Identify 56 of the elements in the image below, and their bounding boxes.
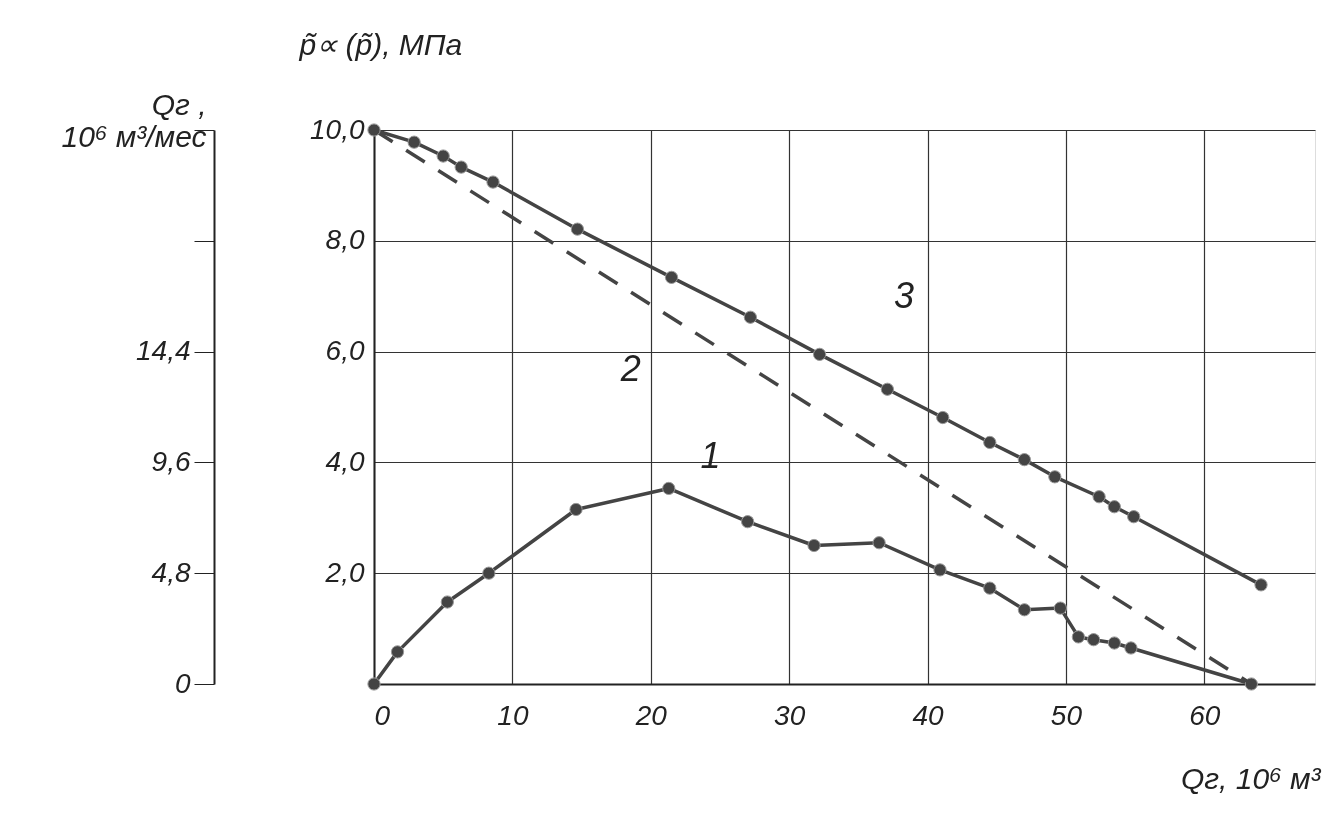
point <box>570 222 585 236</box>
point <box>872 536 886 550</box>
point <box>741 515 755 529</box>
point <box>807 538 821 553</box>
x-tick-label: 30 <box>774 699 806 731</box>
y2-tick-label: 14,4 <box>136 335 191 367</box>
point <box>662 481 676 496</box>
x-tick-label: 20 <box>634 699 668 731</box>
point <box>569 502 583 517</box>
point <box>1092 490 1106 504</box>
y-tick-label: 6,0 <box>325 335 365 367</box>
point <box>1053 601 1067 615</box>
point <box>1254 578 1268 592</box>
point <box>664 270 679 284</box>
point <box>1017 453 1032 467</box>
series-label: 2 <box>619 347 641 389</box>
point <box>880 382 895 396</box>
point <box>1048 470 1062 484</box>
x-tick-label: 0 <box>374 699 391 731</box>
point <box>407 135 421 149</box>
x-axis-title: Qг, 10⁶ м³ <box>1180 761 1322 795</box>
y-axis-title: p̃∝ (p̃), МПа <box>298 27 463 61</box>
y2-tick-label: 4,8 <box>151 556 191 588</box>
y2-tick-label: 0 <box>174 667 191 699</box>
point <box>983 435 997 450</box>
point <box>482 566 496 580</box>
point <box>440 595 454 609</box>
x-tick-label: 60 <box>1189 699 1221 731</box>
y-tick-label: 4,0 <box>325 445 365 477</box>
point <box>390 645 405 659</box>
point <box>1086 633 1101 647</box>
y2-axis-title: Qг , 10⁶ м³/мес <box>61 87 207 153</box>
point <box>933 563 947 577</box>
x-tick-label: 10 <box>497 699 529 731</box>
point <box>1124 641 1138 655</box>
point <box>454 160 468 174</box>
point <box>936 410 950 425</box>
series-label: 3 <box>894 275 915 316</box>
point <box>1127 510 1141 524</box>
point <box>1107 636 1121 650</box>
point <box>812 347 827 361</box>
y-tick-label: 10,0 <box>310 113 365 145</box>
point <box>1107 500 1121 514</box>
point <box>1017 603 1032 617</box>
x-tick-label: 40 <box>912 699 945 731</box>
y-tick-label: 8,0 <box>325 224 365 256</box>
point <box>367 123 381 137</box>
x-tick-label: 50 <box>1050 699 1083 731</box>
y-tick-label: 2,0 <box>324 556 365 588</box>
point <box>436 149 450 163</box>
point <box>367 677 381 691</box>
y2-tick-label: 9,6 <box>151 445 191 477</box>
point <box>1071 630 1085 644</box>
point <box>743 310 758 324</box>
point <box>983 581 997 595</box>
point <box>486 175 500 189</box>
